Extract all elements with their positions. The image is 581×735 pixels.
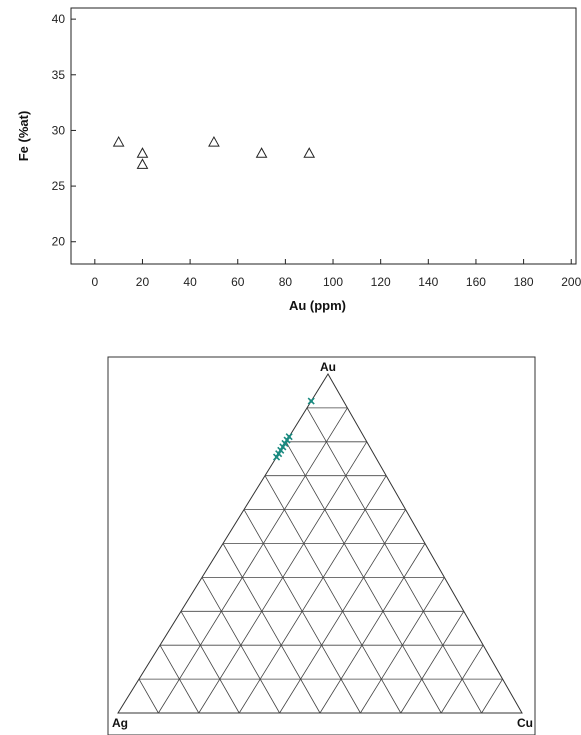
ternary-outline bbox=[117, 373, 523, 714]
grid-line-ag bbox=[243, 509, 361, 714]
data-point-triangle bbox=[136, 147, 149, 158]
data-point-triangle bbox=[112, 136, 125, 147]
ternary-data-point bbox=[277, 446, 285, 454]
ternary-data-point bbox=[283, 436, 291, 444]
vertex-label-au: Au bbox=[320, 360, 336, 374]
x-tick-label: 120 bbox=[371, 275, 391, 289]
x-tick-label: 180 bbox=[514, 275, 534, 289]
ternary-data-point bbox=[275, 450, 283, 458]
data-point-triangle bbox=[136, 158, 149, 169]
grid-line-cu bbox=[360, 577, 445, 714]
data-point-triangle bbox=[208, 136, 220, 147]
grid-line-ag bbox=[159, 645, 200, 714]
scatter-x-ticks: 0 20 40 60 80 100 120 140 160 180 200 bbox=[91, 259, 581, 289]
grid-line-cu bbox=[198, 441, 368, 714]
grid-line-ag bbox=[222, 543, 321, 714]
grid-line-cu bbox=[238, 475, 387, 714]
y-tick-label: 20 bbox=[52, 235, 66, 249]
x-tick-label: 80 bbox=[279, 275, 293, 289]
ternary-grid bbox=[117, 373, 523, 714]
y-tick-label: 25 bbox=[52, 179, 66, 193]
grid-line-cu bbox=[481, 678, 503, 714]
x-axis-title: Au (ppm) bbox=[289, 298, 346, 313]
x-tick-label: 160 bbox=[466, 275, 486, 289]
grid-line-cu bbox=[319, 543, 426, 714]
x-tick-label: 60 bbox=[231, 275, 245, 289]
plot-frame bbox=[70, 7, 577, 265]
y-tick-label: 40 bbox=[52, 12, 66, 26]
scatter-y-ticks: 20 25 30 35 40 bbox=[52, 12, 76, 249]
grid-line-cu bbox=[158, 407, 348, 714]
grid-line-cu bbox=[440, 644, 484, 714]
x-tick-label: 40 bbox=[183, 275, 197, 289]
y-axis-title: Fe (%at) bbox=[16, 111, 31, 162]
ternary-data-point bbox=[307, 397, 315, 405]
ternary-data-point bbox=[272, 453, 281, 461]
grid-line-ag bbox=[306, 407, 482, 714]
x-tick-label: 100 bbox=[323, 275, 343, 289]
scatter-axes bbox=[70, 7, 577, 265]
grid-line-ag bbox=[138, 678, 159, 714]
x-tick-label: 0 bbox=[91, 275, 98, 289]
grid-line-cu bbox=[400, 611, 465, 714]
grid-line-ag bbox=[180, 611, 240, 714]
grid-line-ag bbox=[285, 441, 442, 714]
x-tick-label: 200 bbox=[561, 275, 581, 289]
ternary-data-point bbox=[281, 439, 289, 448]
grid-line-cu bbox=[279, 509, 406, 714]
data-point-triangle bbox=[255, 147, 268, 158]
y-tick-label: 35 bbox=[52, 68, 66, 82]
grid-line-ag bbox=[264, 475, 402, 714]
x-tick-label: 20 bbox=[136, 275, 150, 289]
ternary-data-point bbox=[279, 443, 287, 451]
grid-line-ag bbox=[201, 577, 280, 714]
x-tick-label: 140 bbox=[418, 275, 438, 289]
scatter-chart: 20 25 30 35 40 0 20 40 60 80 100 120 140 160 180 200 A… bbox=[16, 7, 581, 313]
vertex-label-ag: Ag bbox=[112, 716, 128, 730]
vertex-label-cu: Cu bbox=[517, 716, 533, 730]
ternary-frame bbox=[107, 356, 536, 735]
ternary-data-point bbox=[285, 433, 293, 441]
y-tick-label: 30 bbox=[52, 123, 66, 137]
data-point-triangle bbox=[303, 147, 316, 158]
ternary-points bbox=[272, 397, 315, 461]
scatter-points bbox=[112, 136, 316, 169]
